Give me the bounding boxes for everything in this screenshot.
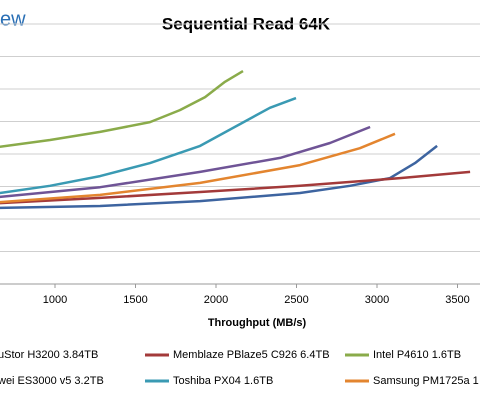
x-tick-label: 2000 — [204, 294, 228, 306]
series-line — [0, 170, 471, 205]
x-axis-title: Throughput (MB/s) — [208, 317, 307, 329]
series-line — [0, 125, 371, 199]
x-tick-label: 3500 — [445, 294, 469, 306]
series-line — [0, 132, 396, 204]
series-line — [0, 96, 297, 195]
x-tick-label: 1500 — [123, 294, 147, 306]
legend-label: uStor H3200 3.84TB — [0, 349, 98, 361]
legend-label: Toshiba PX04 1.6TB — [173, 375, 273, 387]
x-tick-label: 2500 — [284, 294, 308, 306]
legend-label: Memblaze PBlaze5 C926 6.4TB — [173, 349, 330, 361]
series-line — [0, 144, 438, 210]
logo: ew — [0, 8, 26, 30]
legend-label: Intel P4610 1.6TB — [373, 349, 461, 361]
legend-label: wei ES3000 v5 3.2TB — [0, 375, 104, 387]
x-tick-label: 3000 — [365, 294, 389, 306]
x-tick-label: 1000 — [43, 294, 67, 306]
series-line — [0, 70, 244, 149]
legend-label: Samsung PM1725a 1 — [373, 375, 479, 387]
